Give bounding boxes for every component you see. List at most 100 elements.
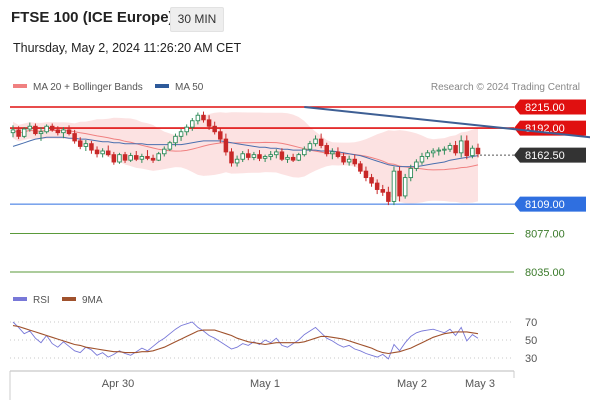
candle bbox=[173, 133, 178, 147]
candle bbox=[324, 142, 329, 157]
candle bbox=[442, 146, 447, 155]
candle bbox=[72, 129, 77, 144]
rsi-legend-swatch bbox=[13, 297, 27, 301]
rsi-tick-label: 70 bbox=[525, 317, 537, 329]
candle bbox=[234, 155, 240, 167]
candle bbox=[218, 128, 223, 143]
candle bbox=[100, 148, 105, 158]
candle bbox=[397, 166, 402, 202]
timeframe-button[interactable]: 30 MIN bbox=[170, 7, 224, 32]
candle bbox=[458, 135, 464, 158]
candle bbox=[475, 143, 481, 158]
price-area: 8215.008192.008162.508109.008077.008035.… bbox=[10, 99, 590, 279]
candle bbox=[139, 153, 145, 163]
candle bbox=[229, 148, 234, 167]
candle bbox=[453, 140, 458, 156]
candle bbox=[38, 127, 44, 141]
candle bbox=[313, 135, 318, 147]
candle bbox=[66, 125, 72, 136]
candle bbox=[178, 129, 184, 141]
candle bbox=[374, 179, 380, 195]
candle bbox=[122, 151, 128, 163]
level-label-target: 8077.00 bbox=[525, 229, 565, 241]
rsi-legend: RSI 9MA bbox=[13, 295, 103, 306]
candle bbox=[279, 148, 285, 162]
candle bbox=[21, 127, 27, 139]
bollinger-band bbox=[13, 112, 478, 204]
header: FTSE 100 (ICE Europe) 30 MIN Thursday, M… bbox=[0, 0, 590, 68]
ma9-legend-swatch bbox=[62, 297, 76, 301]
candle bbox=[268, 151, 273, 161]
candle bbox=[10, 125, 16, 138]
ma9-legend-label: 9MA bbox=[82, 295, 103, 306]
rsi-legend-label: RSI bbox=[33, 295, 50, 306]
candle bbox=[408, 164, 414, 182]
candle bbox=[358, 161, 363, 174]
candle bbox=[145, 150, 150, 161]
candle bbox=[380, 184, 386, 196]
rsi-line bbox=[12, 321, 479, 360]
legend: MA 20 + Bollinger Bands MA 50 Research ©… bbox=[13, 82, 580, 93]
candle bbox=[307, 140, 313, 152]
candle bbox=[330, 148, 335, 160]
candle bbox=[363, 166, 369, 182]
candle bbox=[464, 135, 470, 160]
candle bbox=[94, 146, 100, 158]
legend-swatch-bollinger bbox=[13, 84, 27, 88]
candle bbox=[212, 121, 217, 135]
ma50-line bbox=[12, 136, 479, 168]
candle bbox=[425, 150, 430, 160]
candle bbox=[430, 148, 436, 158]
candle bbox=[111, 151, 117, 165]
level-tag-current: 8162.50 bbox=[514, 147, 586, 163]
level-label-current: 8162.50 bbox=[525, 150, 565, 162]
candle bbox=[352, 154, 357, 167]
rsi-tick-label: 30 bbox=[525, 353, 537, 365]
rsi-area: 70 50 30 bbox=[10, 317, 537, 365]
candle bbox=[162, 146, 167, 157]
x-label-may2: May 2 bbox=[397, 378, 427, 390]
candle bbox=[33, 123, 38, 136]
candle bbox=[341, 152, 346, 165]
legend-label-ma50: MA 50 bbox=[175, 82, 204, 93]
candle bbox=[447, 142, 453, 152]
candle bbox=[201, 111, 206, 123]
candle bbox=[83, 140, 89, 151]
candle bbox=[274, 149, 279, 159]
candle bbox=[61, 127, 66, 139]
candle bbox=[223, 133, 229, 156]
candle bbox=[89, 140, 94, 154]
candle bbox=[402, 173, 408, 199]
level-label-support: 8109.00 bbox=[525, 199, 565, 211]
candle bbox=[190, 118, 195, 131]
level-tag-resistance: 8215.00 bbox=[514, 99, 586, 115]
candle bbox=[77, 137, 83, 150]
candle bbox=[156, 151, 161, 162]
candle bbox=[117, 152, 122, 164]
candle bbox=[167, 140, 173, 151]
candle bbox=[369, 173, 374, 187]
candle bbox=[128, 152, 133, 162]
x-axis: Apr 30 May 1 May 2 May 3 bbox=[9, 370, 515, 400]
candle bbox=[184, 124, 189, 136]
candle bbox=[16, 126, 21, 140]
x-label-may3: May 3 bbox=[465, 378, 495, 390]
candle bbox=[302, 146, 307, 157]
level-label-resistance: 8215.00 bbox=[525, 102, 565, 114]
candle bbox=[105, 145, 111, 157]
candle bbox=[318, 133, 324, 149]
candle bbox=[419, 152, 425, 165]
level-label-target: 8035.00 bbox=[525, 267, 565, 279]
candle bbox=[346, 155, 352, 166]
candle bbox=[134, 151, 139, 162]
candle bbox=[262, 154, 268, 162]
candle bbox=[49, 123, 55, 132]
legend-label-bollinger: MA 20 + Bollinger Bands bbox=[33, 82, 143, 93]
candle bbox=[246, 149, 251, 161]
candle bbox=[436, 147, 442, 156]
candle bbox=[296, 152, 301, 162]
x-label-may1: May 1 bbox=[250, 378, 280, 390]
trendline bbox=[304, 106, 590, 139]
legend-swatch-ma50 bbox=[155, 84, 169, 88]
